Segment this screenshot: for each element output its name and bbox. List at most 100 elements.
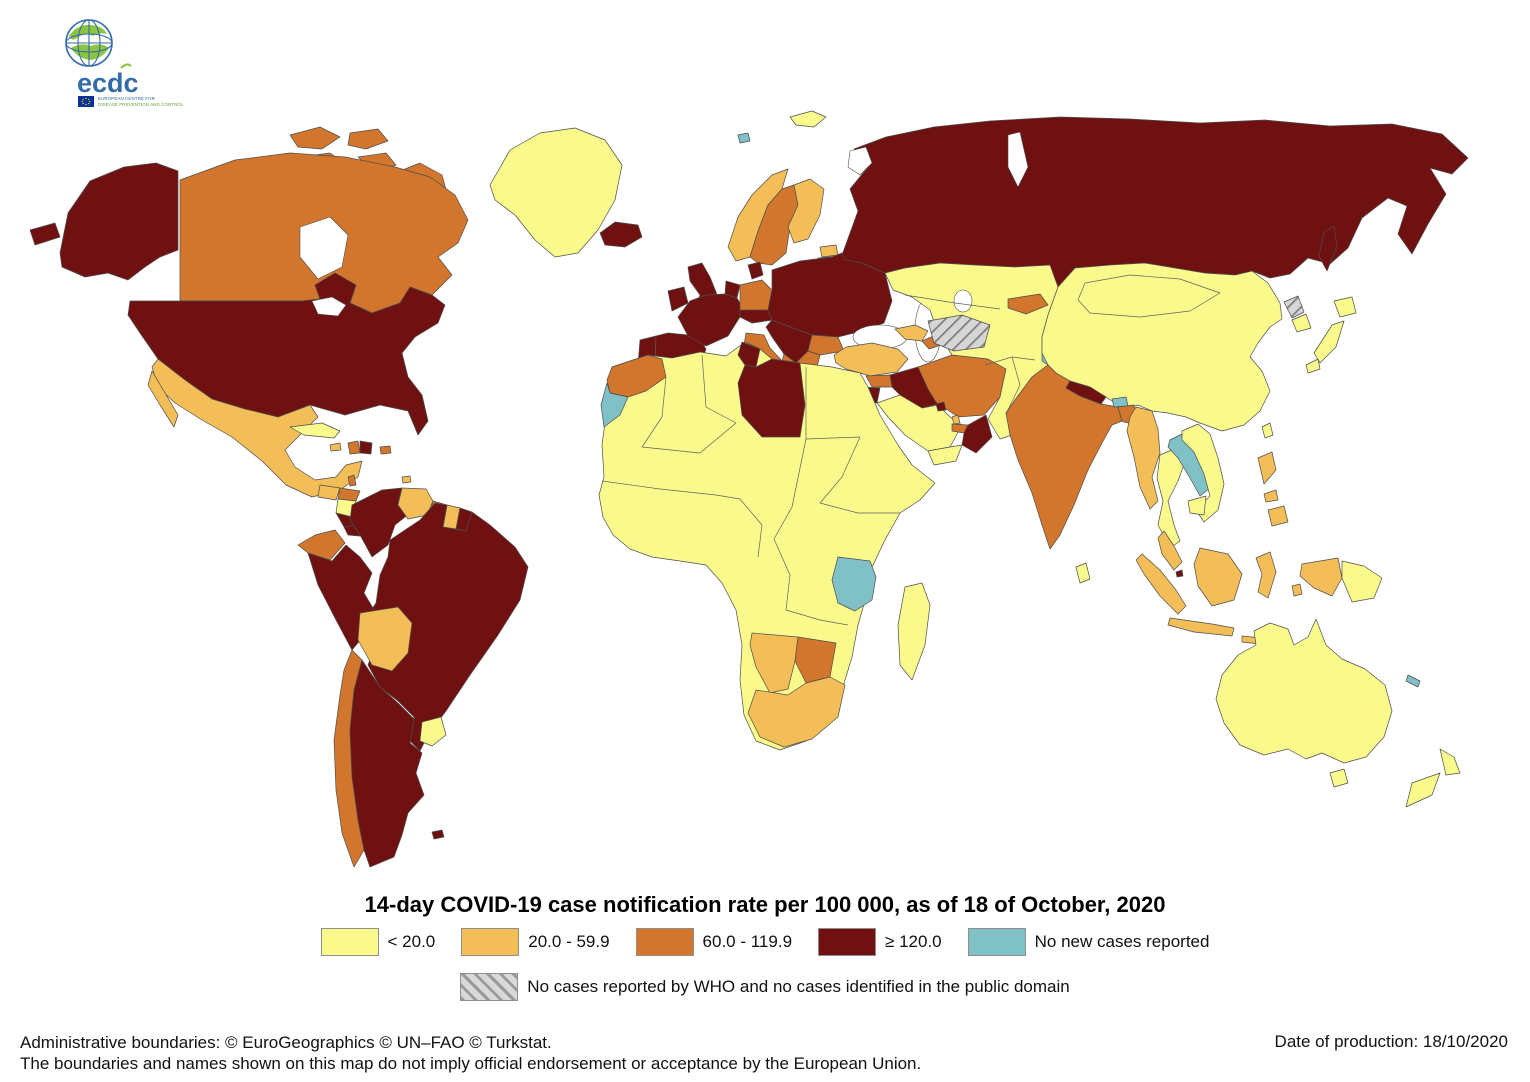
legend-item-60-119: 60.0 - 119.9 [635, 928, 793, 956]
region-singapore [1175, 569, 1184, 578]
region-qatar [951, 414, 961, 425]
region-turkey [833, 342, 909, 377]
region-switzerland-austria [739, 309, 773, 324]
globe-icon [65, 19, 113, 67]
region-jamaica [329, 442, 342, 452]
region-yemen [927, 444, 963, 466]
footer-attribution: Administrative boundaries: © EuroGeograp… [20, 1032, 921, 1074]
logo-subtext-1: EUROPEAN CENTRE FOR [98, 96, 156, 101]
region-australia [1215, 618, 1393, 764]
region-moluccas [1291, 583, 1303, 597]
legend-label-gte120: ≥ 120.0 [885, 932, 942, 951]
logo-subtext-2: DISEASE PREVENTION AND CONTROL [98, 102, 184, 107]
region-kyrgyzstan [1007, 293, 1049, 315]
legend-swatch-lt20 [320, 928, 379, 956]
region-baja-california [147, 370, 179, 428]
region-western-sahara [600, 382, 629, 428]
legend-item-lt20: < 20.0 [320, 928, 436, 956]
region-bhutan [1111, 396, 1129, 408]
footer-production-date: Date of production: 18/10/2020 [1274, 1032, 1508, 1051]
aral-sea [953, 289, 973, 313]
region-papua-indonesia [1299, 557, 1343, 597]
region-tanzania [831, 556, 877, 612]
wordmark-leaf-icon [120, 63, 132, 69]
region-jan-mayen [737, 132, 751, 144]
region-estonia [819, 244, 839, 258]
region-cuba [289, 422, 341, 439]
ecdc-logo: ecdc EUROPEAN CENTRE FOR DISEASE PREVENT… [65, 19, 184, 107]
region-kyushu-shikoku [1305, 358, 1321, 374]
region-south-korea [1291, 313, 1312, 333]
region-alaska [59, 162, 179, 281]
region-bulgaria [807, 334, 845, 356]
legend-label-lt20: < 20.0 [387, 932, 436, 951]
eu-flag-icon [78, 96, 94, 107]
region-papua-new-guinea [1341, 560, 1383, 603]
region-hokkaido [1333, 296, 1357, 318]
region-svalbard [789, 110, 827, 128]
region-canada-arctic-islands-2 [347, 128, 389, 150]
region-java [1167, 617, 1235, 637]
region-madagascar [897, 582, 931, 681]
region-russia [841, 116, 1469, 288]
region-haiti [347, 440, 361, 455]
region-libya [737, 358, 806, 438]
region-belize [347, 474, 357, 487]
region-morocco [606, 354, 667, 398]
hudson-bay [299, 216, 349, 280]
region-benelux [724, 280, 741, 299]
region-finland [787, 178, 825, 244]
legend-label-no-new-cases: No new cases reported [1034, 932, 1210, 951]
legend-row-categories: < 20.0 20.0 - 59.9 60.0 - 119.9 ≥ 120.0 … [0, 926, 1530, 958]
region-mindanao [1267, 505, 1289, 527]
legend-label-60-119: 60.0 - 119.9 [702, 932, 793, 951]
region-turkmenistan [927, 314, 991, 352]
region-visayas [1263, 489, 1279, 503]
central-asia-border-lines [904, 294, 1036, 411]
legend-item-gte120: ≥ 120.0 [818, 928, 942, 956]
region-iceland [599, 221, 643, 248]
white-sea [847, 146, 873, 176]
region-colombia [349, 487, 411, 558]
region-chukotka-fragment [29, 222, 61, 246]
gulf-of-ob [1007, 131, 1029, 188]
region-ireland [667, 286, 689, 312]
region-puerto-rico [379, 445, 392, 455]
region-guatemala [317, 484, 341, 501]
region-mexico [151, 358, 363, 498]
region-oman [961, 414, 993, 454]
region-argentina [349, 659, 425, 868]
region-uruguay [419, 716, 447, 747]
region-tasmania [1329, 768, 1349, 788]
region-nz-south-island [1405, 772, 1441, 808]
region-cambodia [1187, 495, 1207, 516]
region-georgia-armenia [894, 324, 929, 342]
region-vietnam [1181, 423, 1225, 523]
region-dominican-republic [359, 440, 373, 455]
legend-label-no-data: No cases reported by WHO and no cases id… [527, 977, 1070, 996]
legend-item-no-data: No cases reported by WHO and no cases id… [460, 973, 1070, 1001]
region-south-africa [747, 676, 846, 748]
great-lakes [311, 296, 347, 317]
region-sakhalin [1318, 225, 1338, 272]
region-new-caledonia [1405, 674, 1421, 688]
region-trinidad-tobago [401, 475, 412, 484]
region-sri-lanka [1075, 562, 1091, 584]
region-nepal [1065, 380, 1107, 405]
ecdc-wordmark: ecdc [77, 68, 139, 98]
region-denmark [747, 261, 764, 280]
africa-border-lines [601, 354, 900, 626]
region-borneo [1193, 547, 1243, 607]
mongolia-border-line [1077, 274, 1221, 318]
legend-swatch-no-new-cases [967, 928, 1026, 956]
region-bolivia [357, 606, 413, 672]
region-malaysia [1157, 530, 1183, 571]
legend-swatch-20-59 [461, 928, 520, 956]
region-canada-arctic-islands [289, 126, 341, 150]
legend-row-no-data: No cases reported by WHO and no cases id… [0, 971, 1530, 1003]
footer-disclaimer-line: The boundaries and names shown on this m… [20, 1054, 922, 1073]
legend-item-20-59: 20.0 - 59.9 [461, 928, 610, 956]
region-india [1005, 364, 1123, 550]
legend-swatch-no-data-hatched [460, 973, 519, 1001]
